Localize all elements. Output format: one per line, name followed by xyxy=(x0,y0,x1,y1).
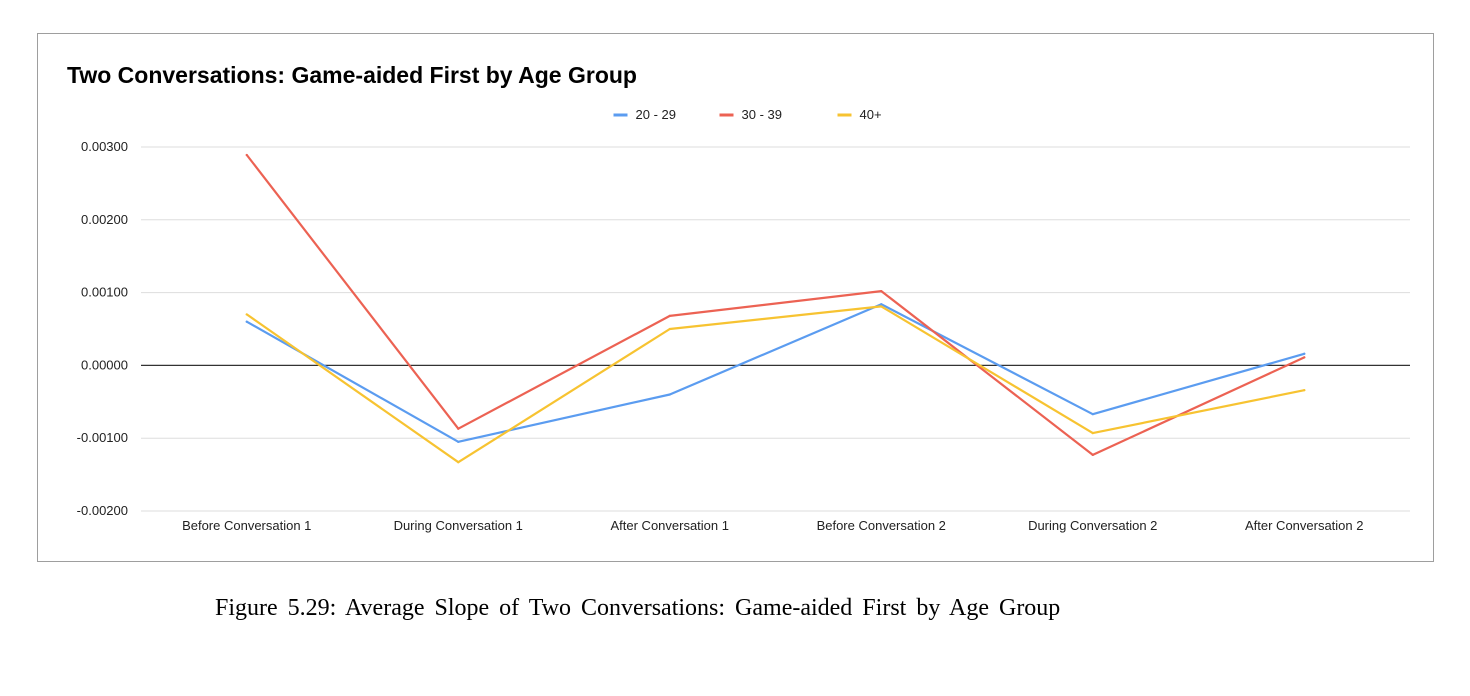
series-line-1 xyxy=(245,303,1306,443)
data-point xyxy=(1091,413,1094,416)
y-tick-label: -0.00200 xyxy=(77,503,128,518)
x-tick-label: During Conversation 2 xyxy=(1028,518,1157,533)
y-tick-label: 0.00000 xyxy=(81,357,128,372)
legend-label: 20 - 29 xyxy=(636,107,676,122)
y-tick-label: -0.00100 xyxy=(77,430,128,445)
x-tick-label: Before Conversation 2 xyxy=(817,518,946,533)
legend-swatch xyxy=(837,113,852,117)
legend-label: 40+ xyxy=(860,107,882,122)
data-point xyxy=(245,313,248,316)
x-tick-label: After Conversation 2 xyxy=(1245,518,1364,533)
y-tick-label: 0.00300 xyxy=(81,139,128,154)
data-point xyxy=(1091,453,1094,457)
data-point xyxy=(1303,352,1306,355)
series-line-3 xyxy=(245,305,1306,464)
chart-frame: Two Conversations: Game-aided First by A… xyxy=(37,33,1434,562)
data-point xyxy=(880,303,883,306)
data-point xyxy=(1303,389,1306,392)
data-point xyxy=(457,427,460,430)
legend-label: 30 - 39 xyxy=(742,107,782,122)
data-point xyxy=(245,153,248,157)
data-point xyxy=(1091,432,1094,435)
data-point xyxy=(245,320,248,323)
x-tick-label: After Conversation 1 xyxy=(610,518,729,533)
series-layer xyxy=(245,153,1306,464)
grid-layer: 0.00300 0.00200 0.00100 0.00000 -0.00100 -0.0… xyxy=(77,139,1410,518)
data-point xyxy=(880,305,883,308)
data-point xyxy=(668,314,671,317)
series-line-2 xyxy=(245,153,1306,456)
figure-caption: Figure 5.29: Average Slope of Two Conver… xyxy=(215,595,1061,621)
x-tick-label: During Conversation 1 xyxy=(394,518,523,533)
chart-title: Two Conversations: Game-aided First by A… xyxy=(67,62,637,88)
data-point xyxy=(457,461,460,464)
legend-swatch xyxy=(613,113,628,117)
data-point xyxy=(880,290,883,293)
data-point xyxy=(668,327,671,331)
data-point xyxy=(668,393,671,396)
x-axis: Before Conversation 1 During Conversation… xyxy=(182,518,1363,533)
legend: 20 - 29 30 - 39 40+ xyxy=(613,107,882,122)
legend-swatch xyxy=(719,113,734,117)
y-tick-label: 0.00100 xyxy=(81,285,128,300)
data-point xyxy=(457,440,460,443)
y-tick-label: 0.00200 xyxy=(81,212,128,227)
line-chart: Two Conversations: Game-aided First by A… xyxy=(67,62,1410,533)
x-tick-label: Before Conversation 1 xyxy=(182,518,311,533)
data-point xyxy=(1303,356,1306,359)
